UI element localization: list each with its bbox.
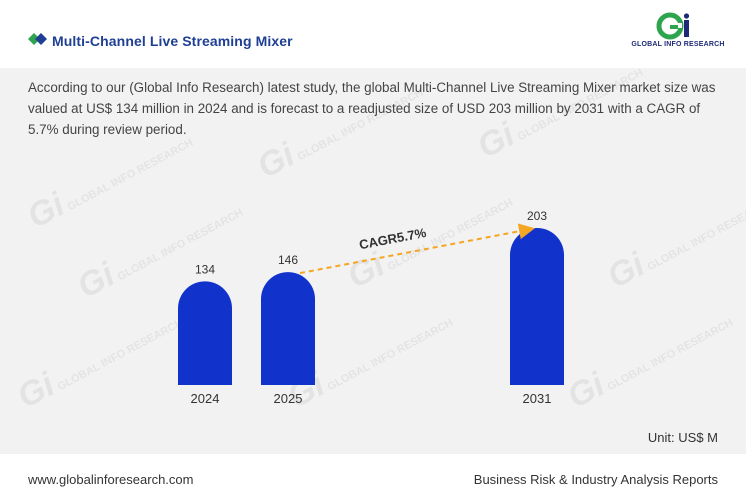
cagr-arrow [299, 223, 535, 275]
footer: www.globalinforesearch.com Business Risk… [0, 454, 746, 497]
value-label-2024: 134 [195, 262, 215, 276]
diamond-bullet-icon [28, 33, 47, 45]
category-label-2031: 2031 [523, 391, 552, 406]
chart-panel: Gi GLOBAL INFO RESEARCH Gi GLOBAL INFO R… [0, 67, 746, 454]
page-title: Multi-Channel Live Streaming Mixer [52, 33, 293, 49]
footer-tagline: Business Risk & Industry Analysis Report… [473, 472, 718, 487]
value-label-2031: 203 [527, 209, 547, 223]
bar-2024 [178, 281, 232, 385]
bar-2025 [261, 272, 315, 385]
logo-text: GLOBAL INFO RESEARCH [631, 41, 725, 48]
bar-2031 [510, 228, 564, 385]
category-label-2025: 2025 [274, 391, 303, 406]
category-label-2024: 2024 [191, 391, 220, 406]
logo-mark-icon [656, 12, 690, 40]
bar-chart: 134 2024 146 2025 203 2031 CAGR5.7% [178, 209, 564, 406]
cagr-label: CAGR5.7% [358, 225, 428, 253]
market-description: According to our (Global Info Research) … [28, 80, 716, 137]
header: Multi-Channel Live Streaming Mixer GLOBA… [0, 0, 746, 68]
unit-label: Unit: US$ M [647, 430, 718, 445]
value-label-2025: 146 [278, 253, 298, 267]
company-logo: GLOBAL INFO RESEARCH [622, 12, 734, 52]
footer-website[interactable]: www.globalinforesearch.com [28, 472, 194, 487]
